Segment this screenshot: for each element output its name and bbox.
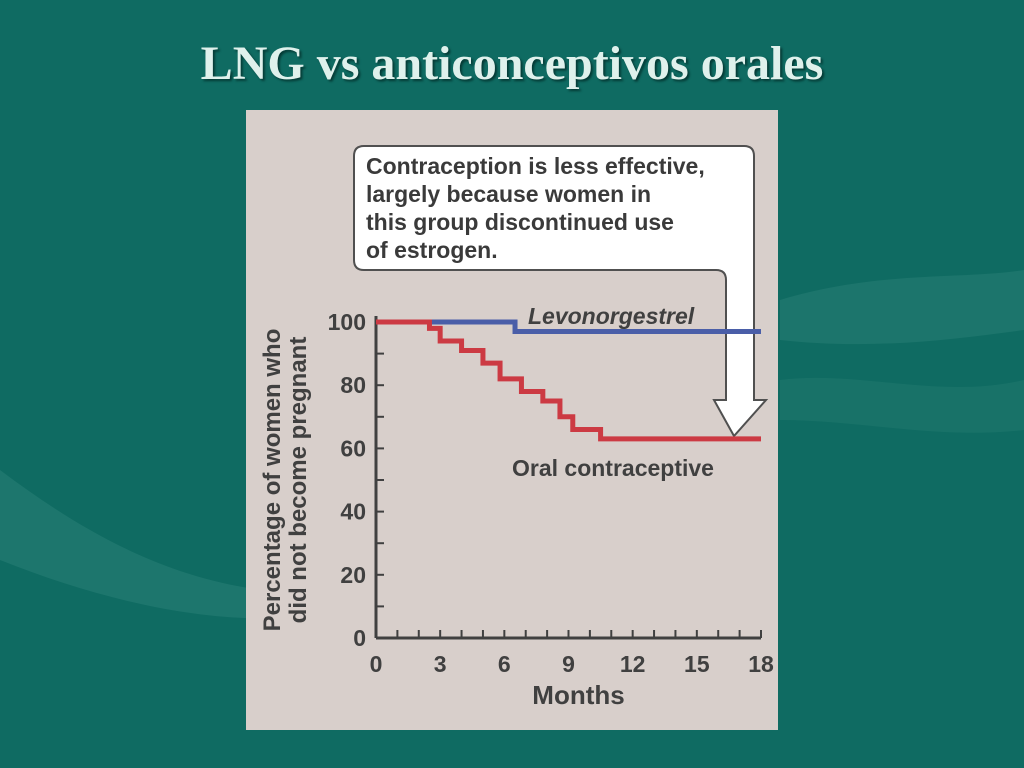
y-tick-label: 40 (340, 499, 366, 525)
series-label-levonorgestrel: Levonorgestrel (528, 303, 695, 329)
x-tick-label: 6 (498, 651, 511, 677)
series-line-0 (376, 319, 761, 334)
series-label-oral-contraceptive: Oral contraceptive (512, 455, 714, 481)
x-tick-label: 3 (434, 651, 447, 677)
callout-text: Contraception is less effective, largely… (366, 153, 705, 263)
x-tick-label: 18 (748, 651, 774, 677)
chart: 0 3 6 9 12 15 18 0 20 40 60 80 100 Levonorgestrel Oral… (328, 145, 774, 710)
y-axis-title: Percentage of women who did not become p… (259, 328, 312, 632)
x-tick-label: 12 (620, 651, 646, 677)
figure-panel: 0 3 6 9 12 15 18 0 20 40 60 80 100 Levonorgestrel Oral… (246, 110, 778, 730)
y-tick-label: 100 (328, 309, 366, 335)
y-tick-label: 0 (353, 625, 366, 651)
x-tick-label: 15 (684, 651, 710, 677)
y-tick-label: 80 (340, 372, 366, 398)
y-tick-label: 20 (340, 562, 366, 588)
x-tick-label: 9 (562, 651, 575, 677)
series-line-1 (376, 319, 761, 442)
x-tick-label: 0 (370, 651, 383, 677)
slide-title: LNG vs anticonceptivos orales (200, 37, 824, 90)
x-axis-title: Months (532, 680, 624, 710)
callout-bubble (353, 145, 769, 438)
y-tick-label: 60 (340, 435, 366, 461)
